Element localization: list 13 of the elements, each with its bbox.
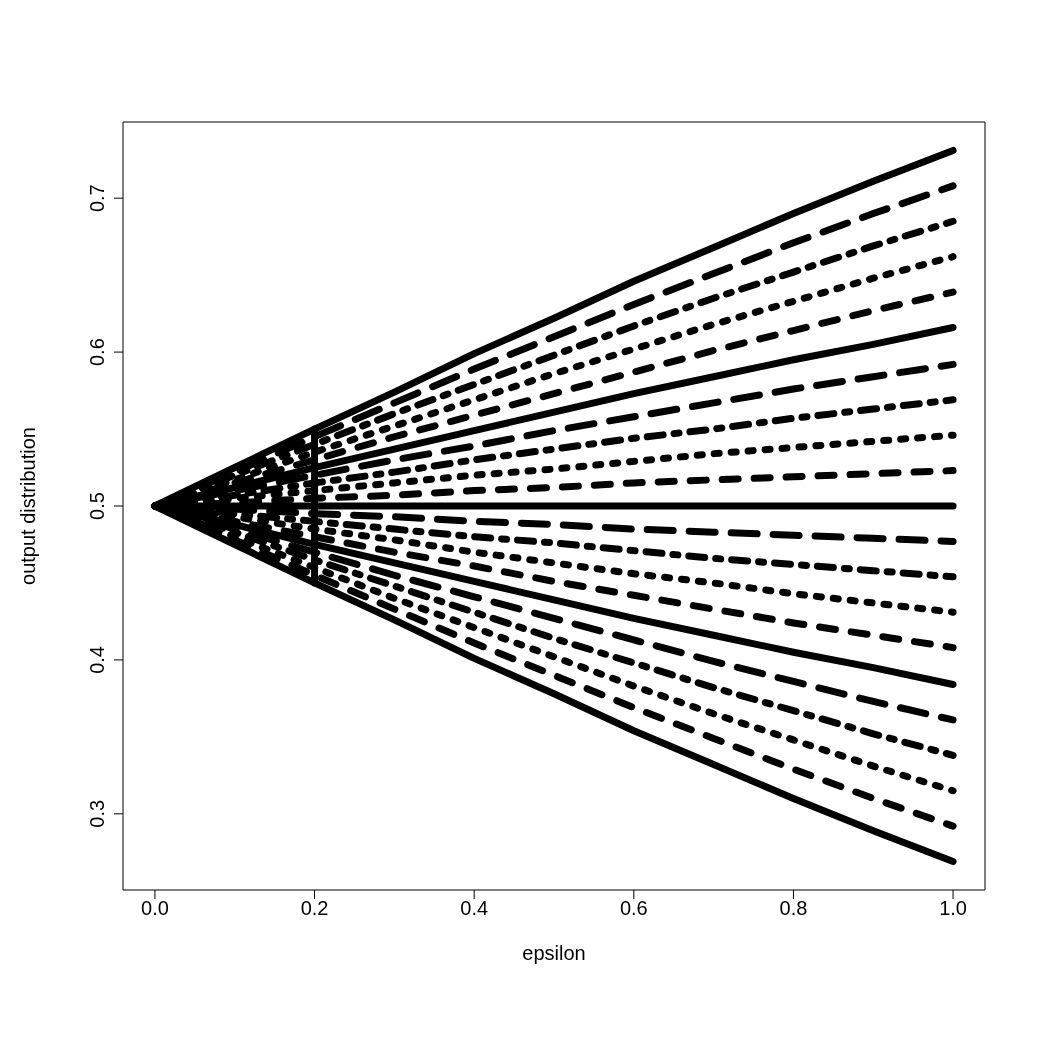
y-tick-label: 0.5 [86,492,108,520]
y-tick-label: 0.6 [86,338,108,366]
y-tick-label: 0.4 [86,646,108,674]
y-tick-label: 0.7 [86,184,108,213]
x-tick-label: 0.0 [141,897,169,920]
x-tick-label: 0.2 [300,897,329,920]
x-tick-label: 1.0 [939,897,967,920]
y-axis-title: output distribution [17,427,40,585]
y-tick-label: 0.3 [86,799,108,828]
x-tick-label: 0.8 [779,897,808,920]
x-axis-title: epsilon [522,942,586,964]
x-tick-label: 0.4 [460,897,489,920]
x-tick-label: 0.6 [619,897,648,920]
